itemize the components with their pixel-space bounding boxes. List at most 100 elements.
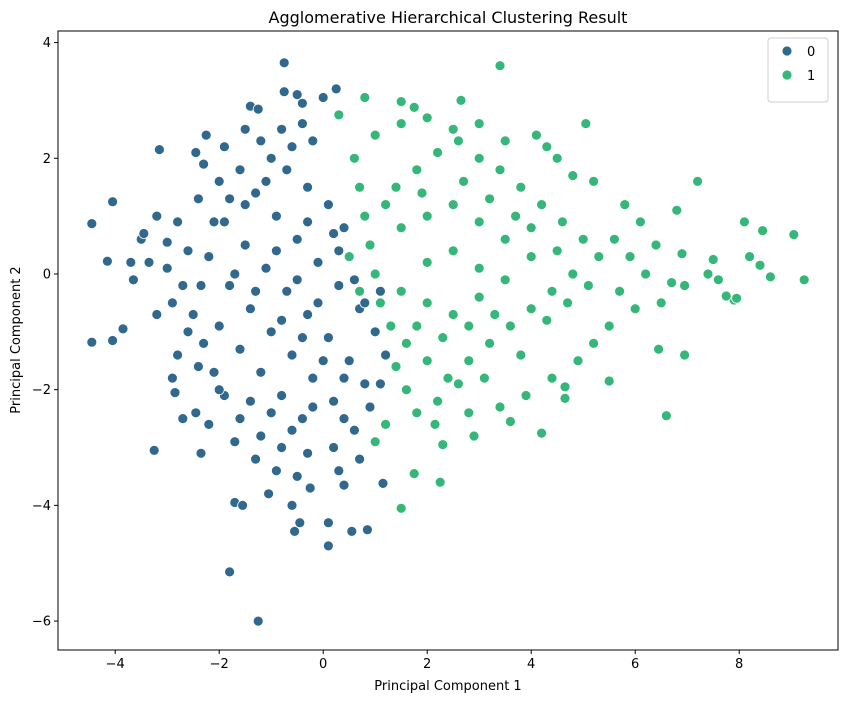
data-point-cluster-0 <box>203 418 215 430</box>
data-point-cluster-0 <box>187 309 199 320</box>
legend: 01 <box>767 37 829 103</box>
data-point-cluster-1 <box>692 175 703 187</box>
data-point-cluster-0 <box>361 524 373 536</box>
data-point-cluster-0 <box>148 444 160 456</box>
data-point-cluster-0 <box>195 447 207 459</box>
data-point-cluster-1 <box>788 229 800 241</box>
data-point-cluster-0 <box>296 118 308 129</box>
data-point-cluster-0 <box>276 314 288 326</box>
data-point-cluster-0 <box>172 216 184 228</box>
data-point-cluster-0 <box>270 210 282 222</box>
data-point-cluster-0 <box>234 343 246 355</box>
data-point-cluster-0 <box>307 135 319 147</box>
data-point-cluster-1 <box>421 112 433 124</box>
data-point-cluster-1 <box>463 407 475 419</box>
data-point-cluster-0 <box>333 280 345 291</box>
data-point-cluster-0 <box>338 222 350 234</box>
data-point-cluster-0 <box>322 199 334 211</box>
data-point-cluster-0 <box>252 103 264 115</box>
data-point-cluster-0 <box>255 135 267 147</box>
data-point-cluster-1 <box>408 468 420 480</box>
data-point-cluster-0 <box>374 285 386 297</box>
data-point-cluster-1 <box>354 181 366 193</box>
data-point-cluster-0 <box>213 175 225 187</box>
data-point-cluster-0 <box>260 262 272 274</box>
data-point-cluster-0 <box>102 255 113 267</box>
data-point-cluster-1 <box>494 164 506 176</box>
data-point-cluster-1 <box>504 416 516 427</box>
data-point-cluster-1 <box>525 303 537 315</box>
data-point-cluster-0 <box>218 141 230 153</box>
data-point-cluster-1 <box>510 210 521 222</box>
legend-marker-1 <box>781 69 793 81</box>
data-point-cluster-1 <box>744 251 755 263</box>
data-point-cluster-0 <box>304 482 316 494</box>
data-point-cluster-1 <box>447 123 459 135</box>
data-point-cluster-1 <box>473 262 485 274</box>
data-point-cluster-1 <box>354 285 366 297</box>
data-point-cluster-0 <box>239 123 251 135</box>
data-point-cluster-1 <box>679 280 690 291</box>
data-point-cluster-1 <box>754 259 766 271</box>
x-axis-label: Principal Component 1 <box>374 679 521 694</box>
legend-label-0: 0 <box>807 45 815 60</box>
x-tick-label: 2 <box>423 657 431 672</box>
data-point-cluster-0 <box>291 274 303 286</box>
y-tick-label: 0 <box>43 267 51 282</box>
data-point-cluster-0 <box>229 268 241 280</box>
data-point-cluster-1 <box>666 277 677 289</box>
x-tick-label: 0 <box>319 657 327 672</box>
data-point-cluster-1 <box>580 118 592 129</box>
data-point-cluster-0 <box>359 297 371 309</box>
data-point-cluster-0 <box>265 152 277 164</box>
data-point-cluster-1 <box>468 430 480 442</box>
data-point-cluster-1 <box>473 291 485 303</box>
data-point-cluster-1 <box>400 384 412 396</box>
data-point-cluster-0 <box>291 470 303 482</box>
data-point-cluster-0 <box>330 83 342 95</box>
data-point-cluster-0 <box>169 387 181 399</box>
data-point-cluster-1 <box>447 309 459 320</box>
data-point-cluster-1 <box>559 392 571 404</box>
data-point-cluster-0 <box>190 407 202 419</box>
data-point-cluster-1 <box>429 418 441 430</box>
data-point-cluster-1 <box>588 175 599 187</box>
data-point-cluster-0 <box>151 309 163 320</box>
data-point-cluster-1 <box>411 320 423 332</box>
data-point-cluster-0 <box>338 413 350 425</box>
data-point-cluster-1 <box>546 285 558 297</box>
data-point-cluster-1 <box>676 248 688 260</box>
data-point-cluster-0 <box>377 477 389 489</box>
data-point-cluster-1 <box>369 129 381 141</box>
data-point-cluster-0 <box>302 309 314 320</box>
data-point-cluster-1 <box>635 216 646 228</box>
data-point-cluster-0 <box>278 57 290 69</box>
y-tick-label: −4 <box>32 499 51 514</box>
data-point-cluster-0 <box>161 236 173 248</box>
data-point-cluster-0 <box>244 395 256 407</box>
data-point-cluster-0 <box>151 210 163 222</box>
data-point-cluster-1 <box>369 268 381 280</box>
data-point-cluster-0 <box>224 280 236 291</box>
data-point-cluster-1 <box>720 290 732 302</box>
data-point-cluster-1 <box>624 251 636 263</box>
data-point-cluster-0 <box>281 285 293 297</box>
data-point-cluster-0 <box>296 332 308 344</box>
data-point-cluster-1 <box>713 274 724 286</box>
data-point-cluster-0 <box>198 337 210 349</box>
data-point-cluster-1 <box>421 210 433 222</box>
data-point-cluster-0 <box>338 372 350 384</box>
data-point-cluster-1 <box>447 245 459 257</box>
x-tick-label: −4 <box>106 657 125 672</box>
data-point-cluster-1 <box>333 109 345 121</box>
data-point-cluster-1 <box>494 401 506 413</box>
data-point-cluster-0 <box>224 193 236 205</box>
data-point-cluster-1 <box>421 355 433 367</box>
data-point-cluster-1 <box>583 280 594 291</box>
data-point-cluster-0 <box>276 123 288 135</box>
data-point-cluster-0 <box>289 526 301 537</box>
y-tick-label: −2 <box>32 383 51 398</box>
data-point-cluster-0 <box>328 228 340 239</box>
data-point-cluster-1 <box>484 193 496 205</box>
data-point-cluster-0 <box>127 274 139 286</box>
